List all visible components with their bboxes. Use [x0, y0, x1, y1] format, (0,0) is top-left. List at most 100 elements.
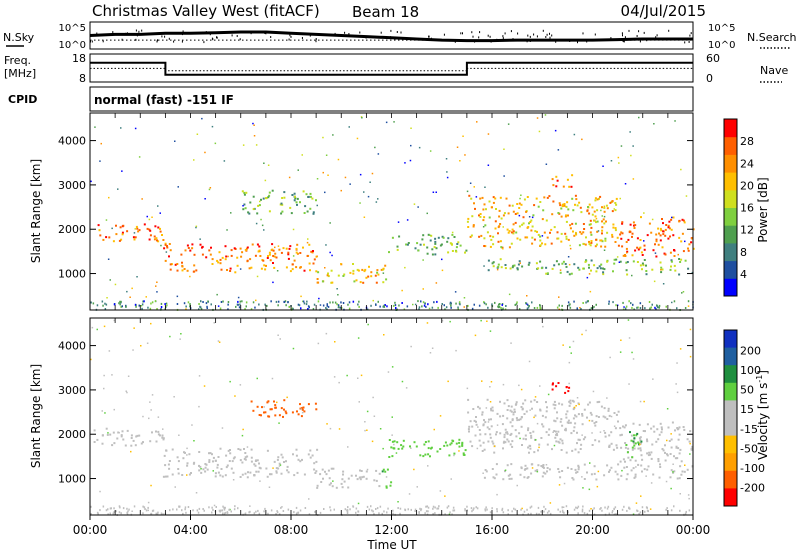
- power-cell: [211, 258, 214, 261]
- power-nearrange: [134, 303, 137, 306]
- power-cell: [268, 194, 271, 197]
- velocity-cell: [577, 413, 580, 416]
- power-cell: [249, 201, 252, 204]
- velocity-cell: [232, 457, 235, 460]
- velocity-cell: [254, 464, 257, 467]
- power-cell: [533, 238, 536, 241]
- velocity-nearrange: [399, 507, 402, 510]
- power-cell: [615, 203, 618, 206]
- velocity-scatter: [536, 470, 539, 473]
- velocity-cell: [314, 402, 317, 405]
- velocity-nearrange: [249, 510, 251, 513]
- power-cell: [614, 202, 617, 204]
- power-scatter: [528, 216, 531, 218]
- velocity-cell: [243, 458, 246, 460]
- velocity-scatter: [232, 479, 235, 481]
- velocity-scatter: [379, 428, 382, 430]
- power-cell: [426, 246, 429, 249]
- power-cell: [626, 273, 629, 276]
- power-cell: [437, 236, 440, 239]
- velocity-scatter: [292, 347, 295, 350]
- velocity-cell: [244, 456, 247, 459]
- power-cell: [501, 246, 504, 249]
- power-scatter: [126, 290, 128, 293]
- power-scatter: [264, 179, 267, 182]
- velocity-scatter: [263, 406, 265, 408]
- power-cell: [550, 242, 553, 245]
- velocity-scatter: [99, 490, 101, 493]
- power-cell: [115, 224, 117, 227]
- velocity-cell: [151, 431, 153, 434]
- velocity-cell: [360, 470, 363, 472]
- power-cell: [678, 273, 681, 276]
- power-scatter: [393, 121, 395, 123]
- velocity-cell: [493, 451, 496, 454]
- power-panel-frame: [89, 112, 694, 311]
- power-nearrange: [138, 304, 140, 307]
- power-cell: [414, 247, 417, 250]
- power-cell: [502, 214, 505, 217]
- power-cell: [590, 233, 593, 236]
- velocity-nearrange: [293, 511, 295, 514]
- power-cell: [636, 261, 639, 263]
- power-nearrange: [339, 306, 341, 309]
- velocity-nearrange: [447, 505, 450, 508]
- velocity-scatter: [148, 417, 150, 420]
- velocity-scatter: [621, 469, 623, 472]
- power-cell: [219, 262, 222, 265]
- power-cell: [625, 241, 628, 243]
- power-nearrange: [141, 307, 143, 310]
- power-cell: [667, 224, 670, 227]
- power-cell: [564, 263, 567, 265]
- velocity-cell: [564, 427, 567, 430]
- velocity-cell: [315, 470, 318, 473]
- velocity-cell: [564, 391, 567, 394]
- power-cell: [278, 248, 281, 251]
- power-nearrange: [198, 308, 200, 311]
- velocity-scatter: [150, 484, 152, 487]
- power-nearrange: [298, 304, 301, 307]
- velocity-cell: [219, 474, 222, 477]
- velocity-cell: [490, 409, 493, 412]
- velocity-cell: [280, 472, 283, 475]
- power-cell: [259, 255, 262, 257]
- power-cell: [262, 197, 265, 200]
- power-scatter: [277, 245, 280, 247]
- power-cell: [492, 265, 495, 268]
- velocity-scatter: [547, 393, 550, 396]
- velocity-nearrange: [197, 511, 200, 514]
- nsky-spike: [400, 31, 402, 34]
- power-scatter: [349, 183, 351, 185]
- velocity-cell: [489, 433, 492, 436]
- power-scatter: [671, 301, 673, 304]
- power-cell: [257, 250, 260, 253]
- power-cell: [516, 268, 519, 271]
- power-scatter: [337, 294, 339, 296]
- velocity-cell: [109, 433, 112, 436]
- velocity-cell: [518, 418, 521, 421]
- velocity-scatter: [455, 349, 457, 352]
- velocity-cell: [644, 430, 646, 433]
- velocity-cell: [491, 440, 494, 443]
- power-scatter: [503, 148, 505, 150]
- power-cell: [274, 252, 277, 255]
- velocity-nearrange: [184, 506, 187, 509]
- nsky-spike: [479, 31, 481, 34]
- velocity-nearrange: [583, 512, 586, 515]
- velocity-cell: [486, 398, 489, 401]
- velocity-scatter: [534, 396, 537, 398]
- power-cell: [494, 227, 497, 230]
- power-cell: [510, 242, 513, 245]
- power-scatter: [487, 133, 490, 135]
- velocity-scatter: [576, 397, 579, 399]
- velocity-cell: [212, 460, 214, 463]
- velocity-cell: [633, 434, 635, 437]
- velocity-scatter: [481, 380, 483, 382]
- velocity-nearrange: [276, 511, 279, 514]
- power-scatter: [165, 302, 168, 305]
- velocity-cell: [483, 419, 485, 422]
- power-cell: [503, 212, 506, 215]
- nsky-spike: [551, 34, 553, 37]
- velocity-cell: [574, 414, 576, 417]
- power-scatter: [613, 208, 615, 210]
